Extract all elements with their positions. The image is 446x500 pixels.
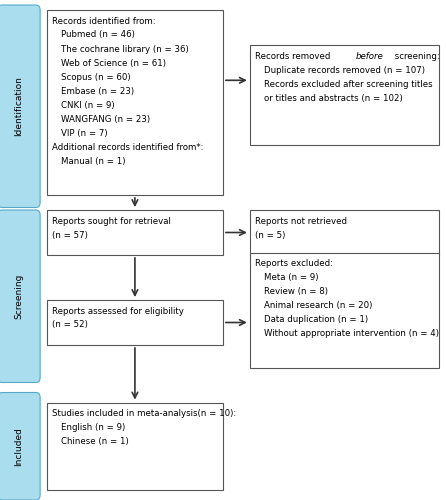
Text: The cochrane library (n = 36): The cochrane library (n = 36) (61, 44, 189, 54)
Text: (n = 57): (n = 57) (52, 230, 88, 239)
FancyBboxPatch shape (0, 392, 40, 500)
Text: Duplicate records removed (n = 107): Duplicate records removed (n = 107) (264, 66, 425, 74)
Text: Data duplication (n = 1): Data duplication (n = 1) (264, 315, 368, 324)
Text: Studies included in meta-analysis(n = 10):: Studies included in meta-analysis(n = 10… (52, 409, 236, 418)
FancyBboxPatch shape (250, 210, 439, 255)
FancyBboxPatch shape (47, 402, 223, 490)
Text: Records identified from:: Records identified from: (52, 16, 156, 26)
Text: Reports sought for retrieval: Reports sought for retrieval (52, 216, 171, 226)
FancyBboxPatch shape (250, 252, 439, 368)
Text: Animal research (n = 20): Animal research (n = 20) (264, 301, 372, 310)
Text: Chinese (n = 1): Chinese (n = 1) (61, 437, 129, 446)
FancyBboxPatch shape (47, 210, 223, 255)
Text: Reports assessed for eligibility: Reports assessed for eligibility (52, 306, 184, 316)
Text: before: before (356, 52, 384, 60)
Text: VIP (n = 7): VIP (n = 7) (61, 128, 108, 138)
Text: (n = 5): (n = 5) (255, 230, 285, 239)
Text: Records excluded after screening titles: Records excluded after screening titles (264, 80, 433, 88)
Text: Included: Included (14, 427, 24, 466)
Text: Web of Science (n = 61): Web of Science (n = 61) (61, 58, 166, 68)
FancyBboxPatch shape (47, 10, 223, 195)
Text: Records removed: Records removed (255, 52, 333, 60)
Text: Review (n = 8): Review (n = 8) (264, 287, 328, 296)
Text: Embase (n = 23): Embase (n = 23) (61, 86, 134, 96)
Text: Manual (n = 1): Manual (n = 1) (61, 156, 126, 166)
Text: or titles and abstracts (n = 102): or titles and abstracts (n = 102) (264, 94, 403, 102)
Text: Additional records identified from*:: Additional records identified from*: (52, 142, 204, 152)
Text: Identification: Identification (14, 76, 24, 136)
Text: (n = 52): (n = 52) (52, 320, 88, 330)
FancyBboxPatch shape (0, 210, 40, 382)
FancyBboxPatch shape (0, 5, 40, 207)
Text: Pubmed (n = 46): Pubmed (n = 46) (61, 30, 135, 40)
Text: Meta (n = 9): Meta (n = 9) (264, 273, 318, 282)
Text: WANGFANG (n = 23): WANGFANG (n = 23) (61, 114, 150, 124)
Text: Without appropriate intervention (n = 4): Without appropriate intervention (n = 4) (264, 329, 439, 338)
Text: English (n = 9): English (n = 9) (61, 423, 125, 432)
Text: CNKI (n = 9): CNKI (n = 9) (61, 100, 115, 110)
Text: screening:: screening: (392, 52, 439, 60)
FancyBboxPatch shape (250, 45, 439, 145)
Text: Scopus (n = 60): Scopus (n = 60) (61, 72, 131, 82)
Text: Reports not retrieved: Reports not retrieved (255, 216, 347, 226)
Text: Reports excluded:: Reports excluded: (255, 259, 333, 268)
Text: Screening: Screening (14, 274, 24, 319)
FancyBboxPatch shape (47, 300, 223, 345)
